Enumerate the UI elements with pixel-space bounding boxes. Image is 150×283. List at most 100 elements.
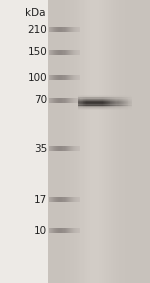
FancyBboxPatch shape (101, 98, 102, 99)
FancyBboxPatch shape (87, 96, 88, 97)
FancyBboxPatch shape (120, 100, 121, 101)
FancyBboxPatch shape (123, 101, 124, 102)
FancyBboxPatch shape (126, 0, 128, 283)
FancyBboxPatch shape (92, 106, 93, 107)
FancyBboxPatch shape (122, 107, 123, 108)
FancyBboxPatch shape (96, 99, 97, 100)
FancyBboxPatch shape (96, 0, 97, 283)
FancyBboxPatch shape (107, 97, 108, 98)
FancyBboxPatch shape (51, 146, 52, 151)
FancyBboxPatch shape (72, 197, 73, 202)
FancyBboxPatch shape (96, 105, 97, 106)
FancyBboxPatch shape (102, 0, 104, 283)
FancyBboxPatch shape (71, 197, 72, 202)
FancyBboxPatch shape (114, 99, 115, 100)
FancyBboxPatch shape (115, 106, 116, 107)
FancyBboxPatch shape (94, 107, 95, 108)
FancyBboxPatch shape (78, 146, 79, 151)
FancyBboxPatch shape (95, 101, 96, 102)
FancyBboxPatch shape (118, 104, 119, 105)
FancyBboxPatch shape (125, 106, 126, 107)
FancyBboxPatch shape (123, 107, 124, 108)
FancyBboxPatch shape (126, 99, 127, 100)
FancyBboxPatch shape (97, 106, 98, 107)
FancyBboxPatch shape (93, 96, 94, 97)
FancyBboxPatch shape (103, 96, 104, 97)
FancyBboxPatch shape (122, 107, 123, 108)
FancyBboxPatch shape (69, 228, 70, 233)
FancyBboxPatch shape (121, 104, 122, 105)
FancyBboxPatch shape (58, 27, 59, 32)
FancyBboxPatch shape (130, 103, 131, 104)
FancyBboxPatch shape (98, 97, 99, 98)
FancyBboxPatch shape (120, 97, 121, 98)
FancyBboxPatch shape (107, 98, 108, 99)
FancyBboxPatch shape (58, 98, 59, 103)
FancyBboxPatch shape (51, 27, 52, 32)
FancyBboxPatch shape (91, 102, 92, 103)
FancyBboxPatch shape (121, 103, 122, 104)
FancyBboxPatch shape (69, 75, 70, 80)
FancyBboxPatch shape (88, 97, 89, 98)
FancyBboxPatch shape (93, 107, 94, 108)
FancyBboxPatch shape (90, 108, 91, 109)
FancyBboxPatch shape (90, 100, 91, 101)
FancyBboxPatch shape (117, 100, 118, 101)
FancyBboxPatch shape (92, 101, 93, 102)
FancyBboxPatch shape (104, 97, 105, 98)
Text: 17: 17 (34, 194, 47, 205)
FancyBboxPatch shape (79, 102, 80, 103)
FancyBboxPatch shape (104, 99, 105, 100)
FancyBboxPatch shape (97, 102, 98, 103)
FancyBboxPatch shape (118, 99, 119, 100)
FancyBboxPatch shape (54, 197, 55, 202)
FancyBboxPatch shape (125, 102, 126, 103)
FancyBboxPatch shape (122, 105, 123, 106)
FancyBboxPatch shape (88, 102, 89, 103)
FancyBboxPatch shape (49, 146, 50, 151)
FancyBboxPatch shape (86, 103, 87, 104)
FancyBboxPatch shape (55, 228, 56, 233)
FancyBboxPatch shape (92, 107, 93, 108)
FancyBboxPatch shape (87, 108, 88, 109)
FancyBboxPatch shape (115, 103, 116, 104)
FancyBboxPatch shape (103, 100, 104, 101)
FancyBboxPatch shape (102, 108, 103, 109)
FancyBboxPatch shape (104, 107, 105, 108)
FancyBboxPatch shape (51, 197, 52, 202)
FancyBboxPatch shape (125, 104, 126, 105)
FancyBboxPatch shape (107, 100, 108, 101)
FancyBboxPatch shape (100, 104, 101, 105)
FancyBboxPatch shape (75, 228, 76, 233)
FancyBboxPatch shape (98, 101, 99, 102)
Text: kDa: kDa (25, 8, 46, 18)
FancyBboxPatch shape (73, 27, 74, 32)
FancyBboxPatch shape (126, 103, 127, 104)
FancyBboxPatch shape (78, 102, 79, 103)
FancyBboxPatch shape (62, 75, 63, 80)
FancyBboxPatch shape (129, 103, 130, 104)
FancyBboxPatch shape (100, 101, 101, 102)
FancyBboxPatch shape (82, 108, 83, 109)
FancyBboxPatch shape (74, 75, 75, 80)
FancyBboxPatch shape (82, 108, 83, 109)
FancyBboxPatch shape (80, 107, 81, 108)
FancyBboxPatch shape (81, 97, 82, 98)
FancyBboxPatch shape (77, 98, 78, 103)
FancyBboxPatch shape (64, 75, 66, 80)
FancyBboxPatch shape (108, 0, 109, 283)
FancyBboxPatch shape (101, 101, 102, 102)
FancyBboxPatch shape (68, 98, 69, 103)
FancyBboxPatch shape (85, 0, 87, 283)
FancyBboxPatch shape (66, 146, 67, 151)
FancyBboxPatch shape (101, 96, 102, 97)
FancyBboxPatch shape (96, 96, 97, 97)
FancyBboxPatch shape (91, 108, 92, 109)
FancyBboxPatch shape (125, 103, 126, 104)
FancyBboxPatch shape (110, 104, 111, 105)
FancyBboxPatch shape (110, 98, 111, 99)
FancyBboxPatch shape (108, 103, 109, 104)
FancyBboxPatch shape (90, 105, 91, 106)
FancyBboxPatch shape (75, 27, 76, 32)
FancyBboxPatch shape (76, 98, 77, 103)
